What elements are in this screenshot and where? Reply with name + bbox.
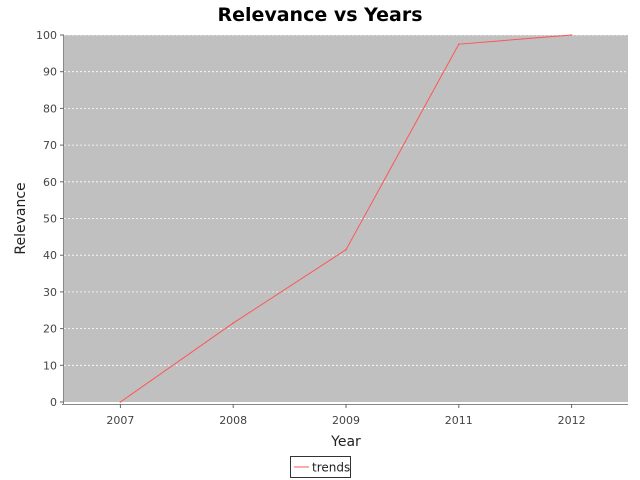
- y-tick-label: 30: [43, 286, 57, 299]
- y-tick-label: 10: [43, 359, 57, 372]
- y-tick-label: 60: [43, 176, 57, 189]
- x-tick-label: 2012: [558, 414, 586, 427]
- data-point: [458, 43, 460, 45]
- y-tick-label: 80: [43, 102, 57, 115]
- chart-title: Relevance vs Years: [217, 4, 422, 26]
- y-tick-label: 0: [50, 396, 57, 409]
- x-axis-ticks: 2007 2008 2009 2011 2012: [106, 404, 586, 427]
- legend-box: [290, 456, 351, 478]
- y-tick-label: 20: [43, 323, 57, 336]
- y-tick-label: 100: [36, 29, 57, 42]
- legend: trends: [290, 456, 351, 478]
- x-tick-label: 2008: [219, 414, 247, 427]
- series-group: [119, 34, 573, 403]
- data-point: [232, 322, 234, 324]
- data-point: [570, 34, 573, 36]
- axes: [62, 35, 628, 405]
- y-tick-label: 50: [43, 213, 57, 226]
- x-tick-label: 2011: [445, 414, 473, 427]
- x-tick-label: 2007: [106, 414, 134, 427]
- grid-lines: [64, 34, 628, 366]
- legend-label-trends: trends: [312, 461, 350, 475]
- y-tick-label: 40: [43, 249, 57, 262]
- y-axis-ticks: 0 10 20 30 40 50 60 70 80 90 100: [36, 29, 64, 409]
- x-tick-label: 2009: [332, 414, 360, 427]
- x-axis-label: Year: [330, 434, 361, 450]
- y-tick-label: 70: [43, 139, 57, 152]
- data-point: [345, 248, 347, 251]
- y-axis-label: Relevance: [13, 182, 29, 254]
- y-tick-label: 90: [43, 66, 57, 79]
- data-point: [119, 401, 122, 403]
